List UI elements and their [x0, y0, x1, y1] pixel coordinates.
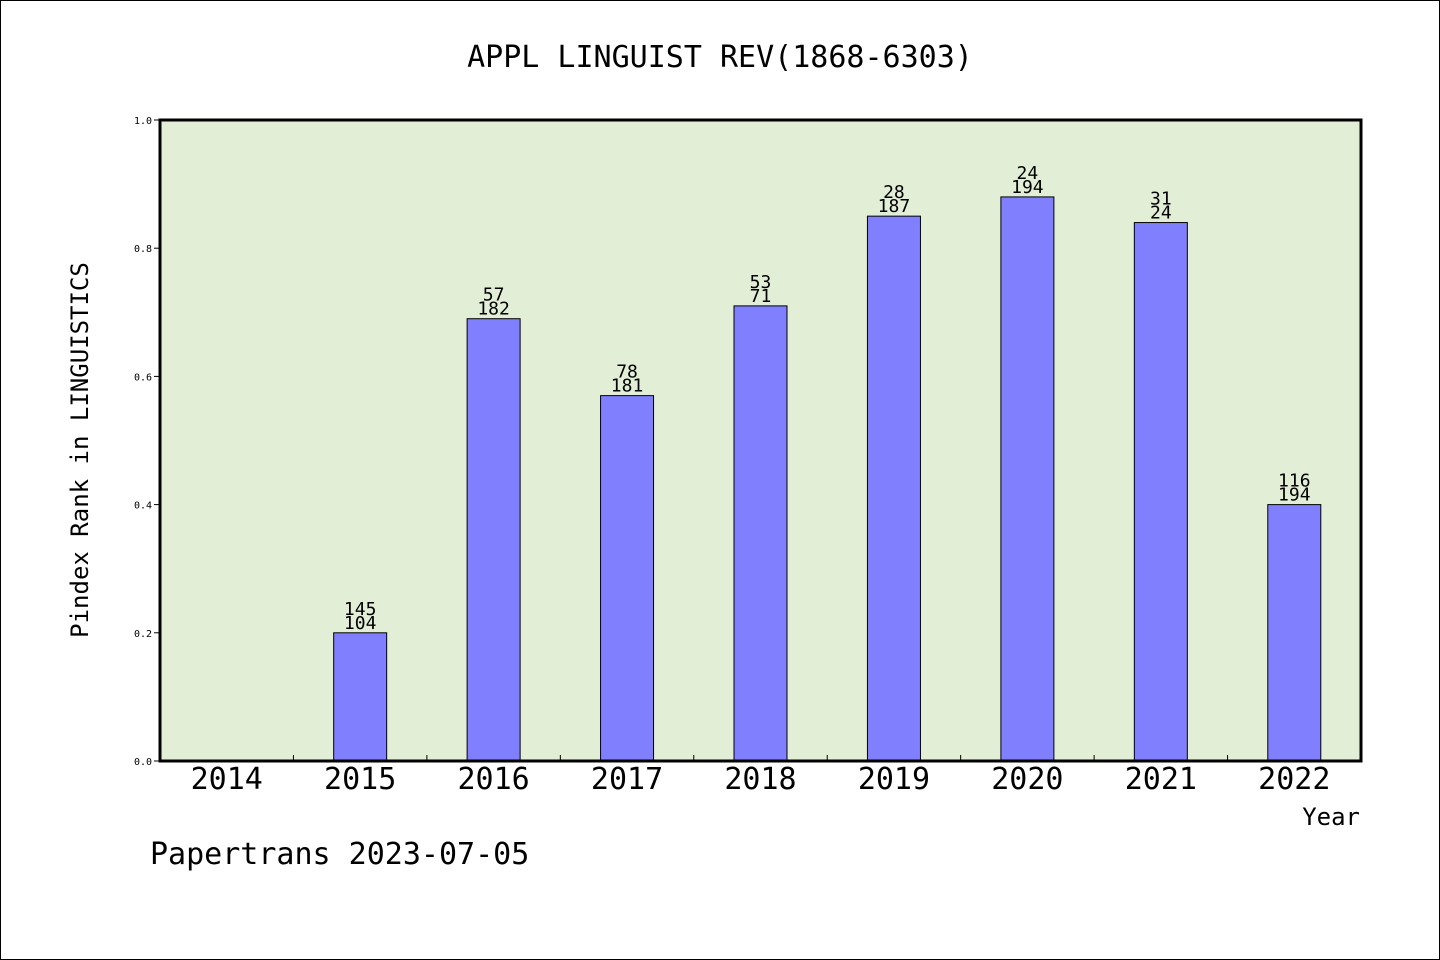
bar-label-bottom: 24: [1150, 203, 1172, 224]
x-tick-label: 2020: [991, 762, 1063, 797]
bar-label-top: 145: [344, 599, 377, 620]
x-tick-label: 2022: [1258, 762, 1330, 797]
x-axis: 2014 2015 2016 2017 2018 2019 2020 2021 2022: [191, 755, 1330, 797]
bar-2021: [1133, 222, 1188, 762]
bar-label-top: 28: [883, 182, 905, 203]
plot-border: [158, 118, 1363, 763]
y-tick-label: 0.6: [134, 372, 152, 383]
bar-2015: [333, 632, 388, 762]
bar-label-top: 78: [616, 362, 638, 383]
bar-label-bottom: 104: [344, 613, 377, 634]
bar-2022: [1267, 504, 1322, 762]
bar-label-bottom: 71: [750, 286, 772, 307]
footer-text: Papertrans 2023-07-05: [150, 837, 529, 872]
bar-2020: [1000, 196, 1055, 762]
bar-label-bottom: 182: [477, 299, 510, 320]
bar-label-bottom: 194: [1011, 177, 1044, 198]
x-axis-label: Year: [1302, 803, 1360, 831]
bar-label-top: 31: [1150, 189, 1172, 210]
y-tick-label: 1.0: [134, 116, 152, 127]
y-tick-label: 0.8: [134, 244, 152, 255]
x-tick-label: 2017: [591, 762, 663, 797]
bar-label-bottom: 181: [611, 376, 644, 397]
bar-label-top: 116: [1278, 471, 1311, 492]
y-tick-label: 0.0: [134, 757, 152, 768]
x-tick-label: 2016: [457, 762, 529, 797]
x-tick-label: 2021: [1125, 762, 1197, 797]
bar-label-bottom: 194: [1278, 485, 1311, 506]
bar-2016: [466, 318, 521, 762]
chart-title: APPL LINGUIST REV(1868-6303): [467, 40, 973, 75]
bar-label-top: 24: [1017, 163, 1039, 184]
bar-2017: [600, 395, 655, 762]
x-tick-label: 2019: [858, 762, 930, 797]
x-tick-label: 2018: [724, 762, 796, 797]
y-axis-label: Pindex Rank in LINGUISTICS: [66, 262, 94, 638]
y-tick-label: 0.2: [134, 629, 152, 640]
bar-label-top: 53: [750, 272, 772, 293]
y-tick-label: 0.4: [134, 501, 152, 512]
bar-2018: [733, 305, 788, 762]
x-tick-label: 2014: [191, 762, 263, 797]
x-tick-label: 2015: [324, 762, 396, 797]
y-axis: 0.0 0.2 0.4 0.6 0.8 1.0: [134, 116, 160, 768]
bar-2019: [866, 215, 921, 762]
bar-label-top: 57: [483, 285, 505, 306]
bar-label-bottom: 187: [878, 196, 911, 217]
